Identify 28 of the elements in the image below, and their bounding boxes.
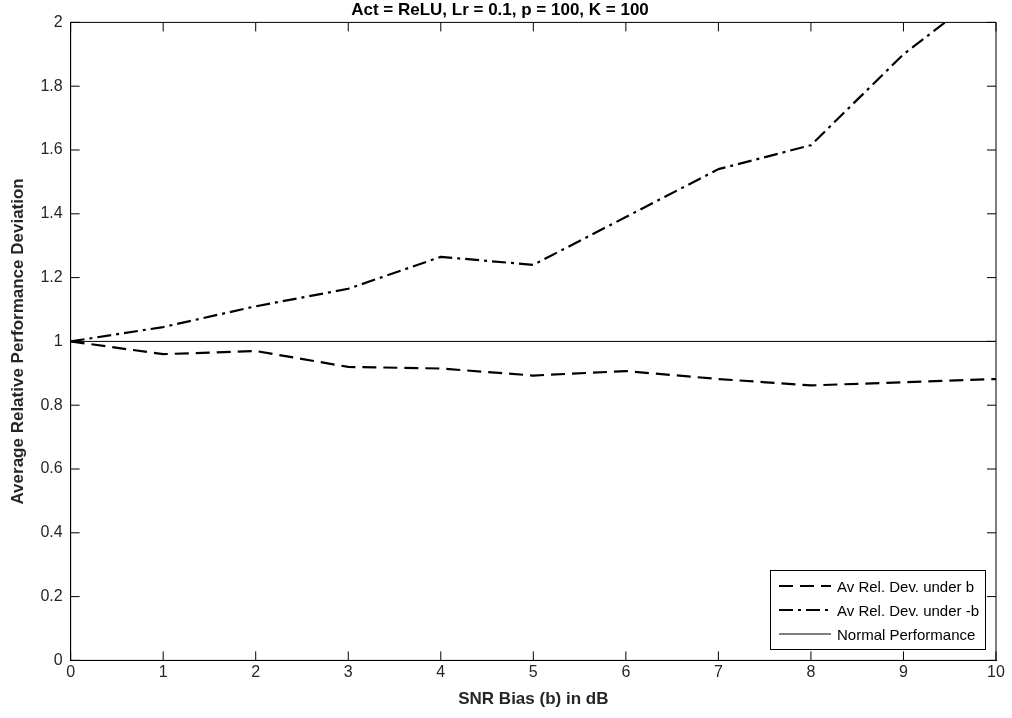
y-tick-label: 1.2 [40, 268, 63, 286]
y-axis-title: Average Relative Performance Deviation [7, 178, 27, 505]
y-tick-label: 2 [53, 12, 63, 30]
x-tick-label: 10 [987, 663, 1005, 681]
x-tick-label: 0 [66, 663, 76, 681]
legend-label: Av Rel. Dev. under -b [837, 601, 980, 619]
x-tick-label: 3 [343, 663, 353, 681]
legend-label: Av Rel. Dev. under b [837, 577, 975, 595]
y-tick-label: 0.4 [40, 523, 63, 541]
x-tick-label: 2 [251, 663, 261, 681]
y-tick-label: 0.6 [40, 459, 63, 477]
x-tick-label: 7 [713, 663, 723, 681]
x-tick-label: 6 [621, 663, 631, 681]
y-tick-label: 0.8 [40, 395, 63, 413]
x-tick-label: 9 [899, 663, 909, 681]
y-tick-label: 1 [53, 331, 63, 349]
x-tick-label: 5 [528, 663, 538, 681]
y-tick-label: 0 [53, 650, 63, 668]
x-tick-label: 4 [436, 663, 446, 681]
chart-title: Act = ReLU, Lr = 0.1, p = 100, K = 100 [351, 0, 649, 19]
y-tick-label: 1.6 [40, 140, 63, 158]
y-tick-label: 1.8 [40, 76, 63, 94]
y-tick-label: 1.4 [40, 204, 63, 222]
y-tick-label: 0.2 [40, 587, 63, 605]
legend-label: Normal Performance [837, 625, 976, 643]
x-tick-label: 1 [158, 663, 168, 681]
x-axis-title: SNR Bias (b) in dB [458, 689, 609, 709]
x-tick-label: 8 [806, 663, 816, 681]
